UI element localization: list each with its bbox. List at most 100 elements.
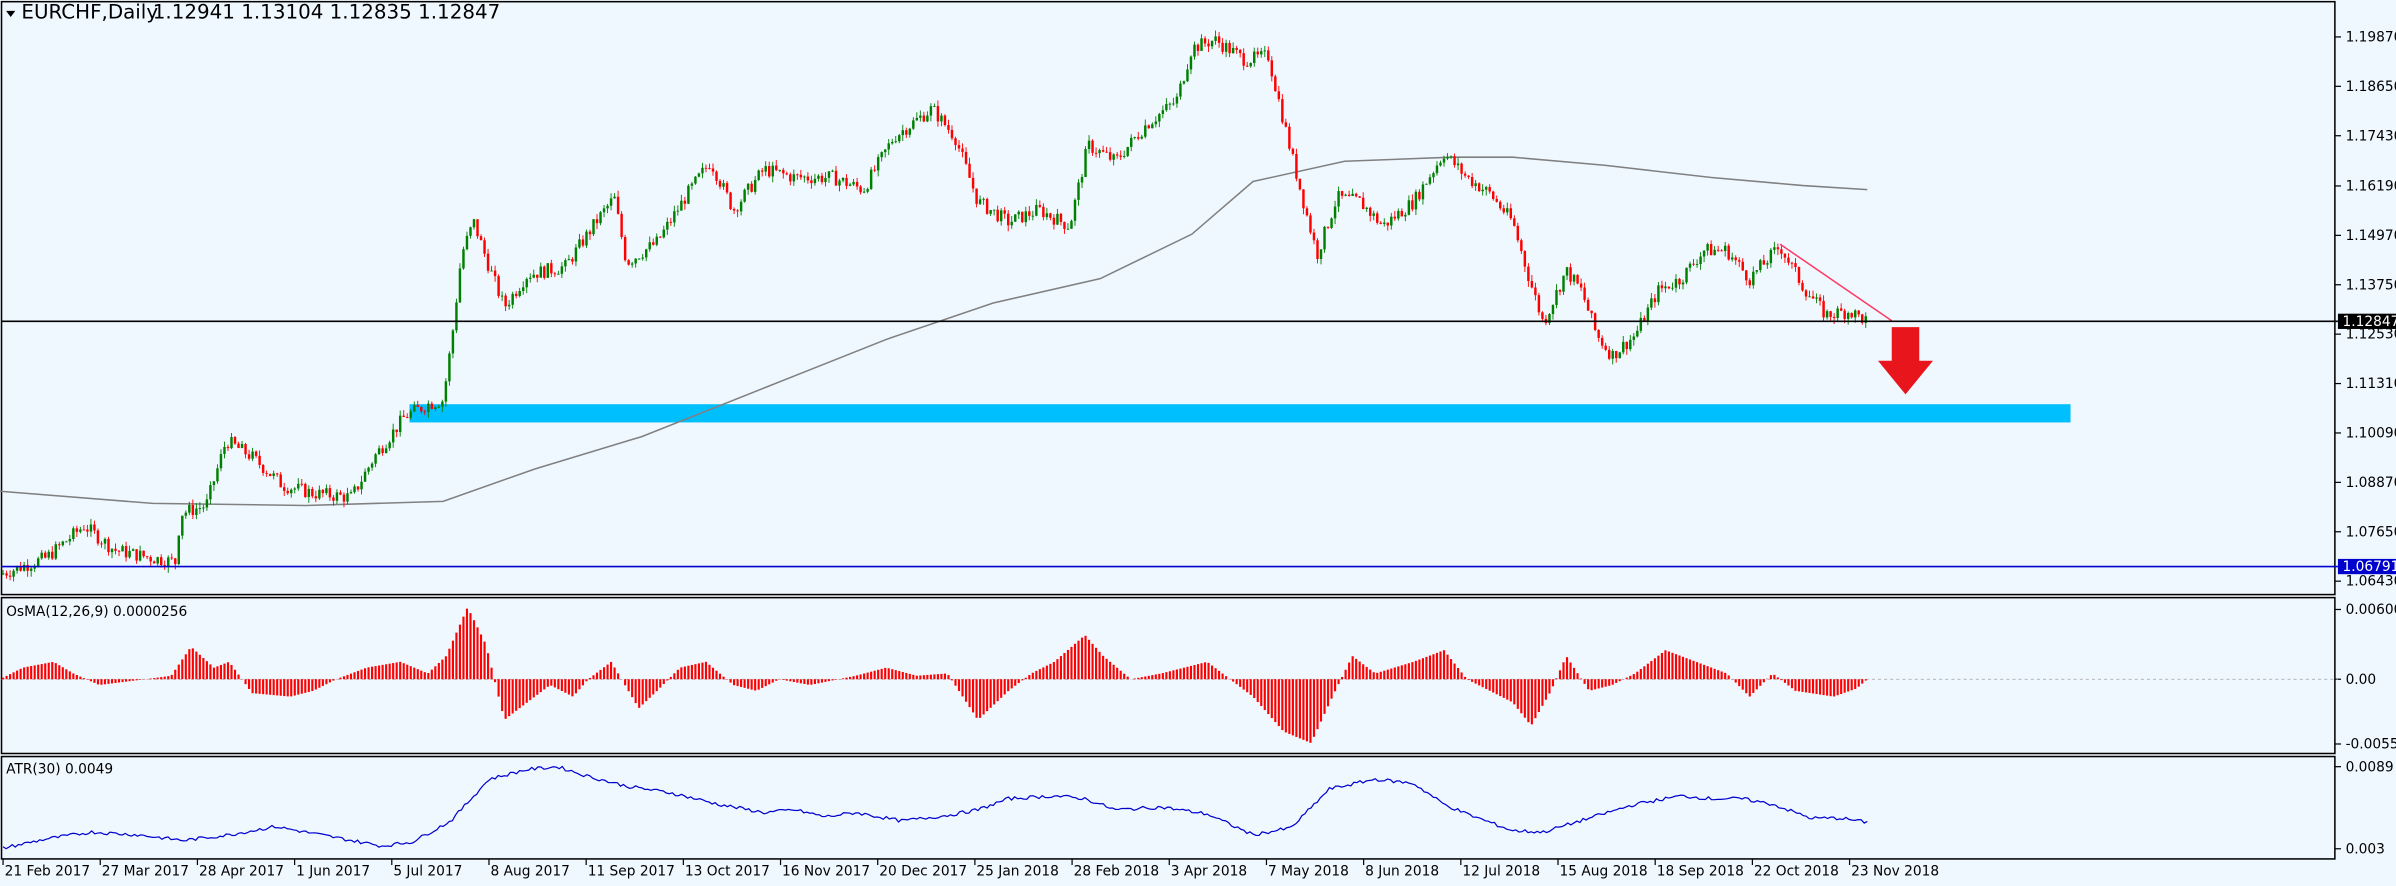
candle-body <box>1481 189 1484 192</box>
candle-body <box>8 575 12 577</box>
candle-body <box>1527 266 1530 282</box>
candle-body <box>1769 249 1773 264</box>
candle-body <box>1302 189 1305 209</box>
candle-body <box>286 490 289 494</box>
candle-body <box>258 455 261 465</box>
candle-body <box>458 268 462 303</box>
candle-body <box>775 165 778 171</box>
candle-body <box>61 541 65 546</box>
candle-body <box>999 210 1003 222</box>
candle-body <box>1681 282 1685 285</box>
candle-body <box>557 273 560 275</box>
candle-body <box>1425 183 1428 185</box>
x-tick-label: 18 Sep 2018 <box>1657 864 1744 880</box>
candle-body <box>1583 287 1586 300</box>
candle-body <box>486 253 490 271</box>
candle-body <box>1253 51 1256 64</box>
candle-body <box>1035 204 1038 216</box>
candle-body <box>318 489 321 499</box>
candle-body <box>107 538 110 553</box>
candle-body <box>623 237 627 261</box>
candle-body <box>251 451 254 459</box>
candle-body <box>529 277 532 279</box>
candle-body <box>1168 103 1172 105</box>
candle-body <box>1477 183 1481 192</box>
candle-body <box>114 548 117 551</box>
candle-body <box>1242 53 1245 66</box>
candle-body <box>1625 341 1628 350</box>
candle-body <box>191 504 195 516</box>
candle-body <box>377 448 381 455</box>
candle-body <box>1811 296 1815 299</box>
candle-body <box>996 209 999 222</box>
candle-body <box>1112 154 1115 160</box>
candle-body <box>1411 200 1414 210</box>
candle-body <box>1284 122 1288 127</box>
candle-body <box>933 106 936 107</box>
candle-body <box>992 209 996 211</box>
symbol-header: EURCHF,Daily <box>21 0 158 23</box>
candle-body <box>676 210 680 212</box>
atr-tick-label: 0.003 <box>2346 841 2385 857</box>
candle-body <box>1506 208 1509 213</box>
candle-body <box>1383 222 1386 224</box>
candle-body <box>79 529 82 532</box>
candle-body <box>1495 198 1498 202</box>
candle-body <box>1245 65 1249 67</box>
candle-body <box>1400 210 1404 217</box>
candle-body <box>637 258 641 260</box>
candle-body <box>771 165 774 177</box>
candle-body <box>93 524 96 531</box>
candle-body <box>1186 69 1189 82</box>
candle-body <box>1147 125 1151 129</box>
candle-body <box>58 544 61 546</box>
x-tick-label: 5 Jul 2017 <box>393 864 462 880</box>
osma-tick-label: 0.0060063 <box>2346 602 2396 618</box>
candle-body <box>525 278 528 288</box>
candle-body <box>51 551 54 559</box>
candle-body <box>514 293 518 296</box>
candle-body <box>845 177 848 186</box>
candle-body <box>817 175 820 179</box>
candle-body <box>1270 60 1274 77</box>
osma-label: OsMA(12,26,9) 0.0000256 <box>6 604 187 620</box>
candle-body <box>1576 274 1579 284</box>
candle-body <box>1470 177 1474 187</box>
candle-body <box>961 148 964 152</box>
candle-body <box>409 411 412 418</box>
candle-body <box>1797 267 1801 283</box>
candle-body <box>1376 213 1379 223</box>
candle-body <box>413 405 416 412</box>
current-price-badge <box>2337 313 2396 329</box>
support-zone <box>409 404 2071 423</box>
ma-line <box>0 156 1868 507</box>
candle-body <box>690 183 694 186</box>
candle-body <box>1028 211 1031 216</box>
candle-body <box>1017 211 1020 215</box>
candle-body <box>985 198 989 214</box>
candle-body <box>1179 83 1182 97</box>
candle-body <box>813 178 817 184</box>
candle-body <box>1738 260 1741 262</box>
candle-body <box>423 411 427 413</box>
candle-body <box>715 171 718 181</box>
candle-body <box>1298 178 1302 190</box>
candle-body <box>469 227 472 236</box>
candle-body <box>789 174 792 182</box>
candle-body <box>1200 38 1203 51</box>
dropdown-triangle-icon[interactable] <box>6 10 16 17</box>
candle-body <box>209 485 212 500</box>
candle-body <box>838 180 841 186</box>
candle-body <box>282 487 286 491</box>
candle-body <box>1235 47 1238 50</box>
candle-body <box>349 492 353 494</box>
x-tick-label: 13 Oct 2017 <box>685 864 770 880</box>
candle-body <box>929 106 933 116</box>
x-tick-label: 25 Jan 2018 <box>976 864 1058 880</box>
candle-body <box>398 415 402 433</box>
candle-body <box>1340 191 1344 196</box>
candle-body <box>778 169 781 171</box>
candle-body <box>648 242 651 250</box>
candle-body <box>595 219 599 224</box>
